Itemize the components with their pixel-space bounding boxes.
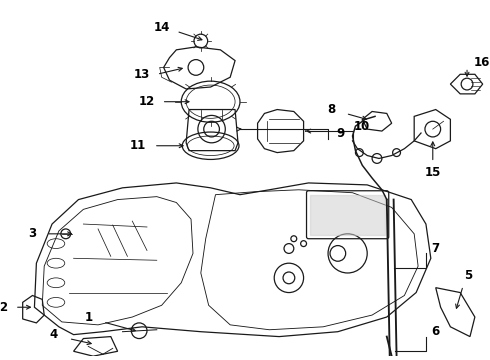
Text: 3: 3 (28, 227, 37, 240)
Text: 8: 8 (327, 103, 335, 116)
Text: 7: 7 (432, 242, 440, 255)
Text: 5: 5 (464, 269, 472, 282)
Text: 11: 11 (130, 139, 147, 152)
Text: 12: 12 (139, 95, 155, 108)
Text: 13: 13 (134, 68, 150, 81)
Text: 9: 9 (337, 127, 345, 140)
Text: 16: 16 (473, 56, 490, 69)
Text: 15: 15 (425, 166, 441, 179)
Text: 6: 6 (432, 325, 440, 338)
Text: 10: 10 (354, 120, 370, 133)
Text: 14: 14 (153, 21, 170, 34)
Text: 2: 2 (0, 301, 7, 314)
Text: 4: 4 (50, 328, 58, 341)
Text: 1: 1 (84, 311, 92, 324)
